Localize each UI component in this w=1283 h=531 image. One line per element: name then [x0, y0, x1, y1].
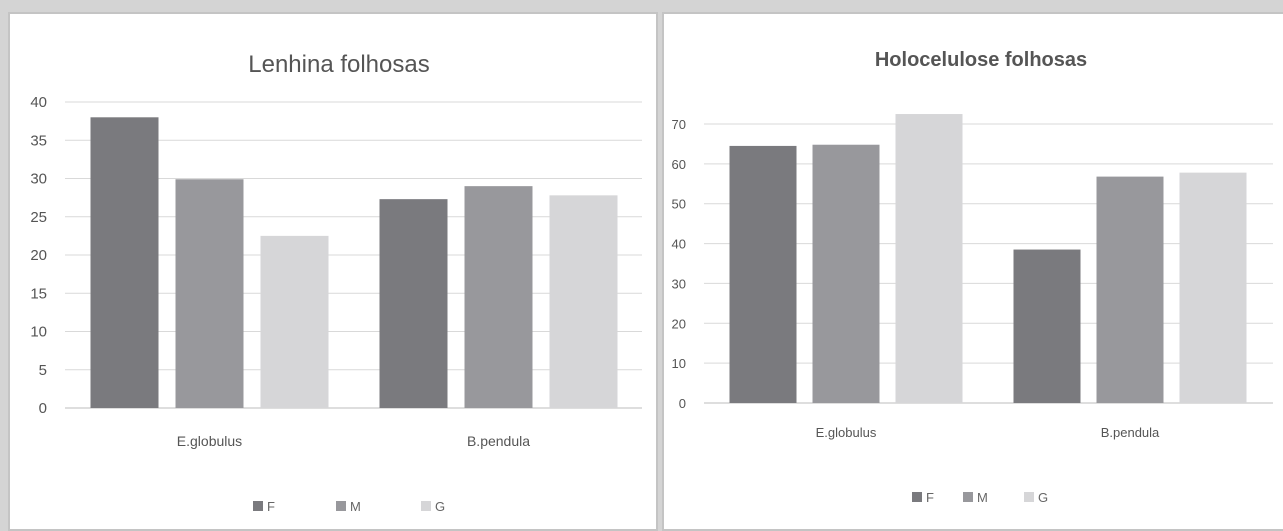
legend-swatch — [336, 501, 346, 511]
y-tick-label: 20 — [30, 247, 47, 264]
x-category-label: E.globulus — [816, 425, 877, 440]
legend-swatch — [253, 501, 263, 511]
bar — [90, 117, 159, 409]
y-tick-label: 40 — [30, 94, 47, 111]
y-tick-label: 35 — [30, 132, 47, 149]
y-tick-label: 0 — [679, 396, 686, 411]
x-category-label: B.pendula — [467, 433, 530, 449]
legend-label: F — [926, 490, 934, 505]
y-tick-label: 0 — [39, 400, 47, 417]
bar — [812, 144, 880, 403]
y-tick-label: 25 — [30, 209, 47, 226]
bar — [549, 195, 618, 408]
holocelulose-chart: Holocelulose folhosas 0 10 20 30 40 50 60 70 E.g… — [672, 49, 1273, 505]
y-tick-label: 5 — [39, 362, 47, 379]
bar — [729, 145, 797, 403]
bar — [1096, 176, 1164, 403]
legend-swatch — [912, 492, 922, 502]
legend-label: M — [350, 499, 361, 514]
legend-swatch — [1024, 492, 1034, 502]
legend-swatch — [963, 492, 973, 502]
y-tick-label: 50 — [672, 197, 686, 212]
y-tick-label: 15 — [30, 285, 47, 302]
y-tick-label: 10 — [672, 356, 686, 371]
legend-swatch — [421, 501, 431, 511]
y-tick-label: 40 — [672, 237, 686, 252]
lenhina-chart: Lenhina folhosas 0 5 10 15 20 25 30 35 40 E.globu… — [30, 51, 642, 514]
legend-label: F — [267, 499, 275, 514]
bar — [1179, 172, 1247, 403]
chart-title: Lenhina folhosas — [248, 51, 429, 78]
holocelulose-chart-panel: Holocelulose folhosas 0 10 20 30 40 50 60 70 E.g… — [662, 12, 1283, 531]
legend-label: G — [1038, 490, 1048, 505]
bar — [895, 114, 963, 404]
y-tick-label: 70 — [672, 117, 686, 132]
y-tick-label: 30 — [30, 171, 47, 188]
bar — [464, 186, 533, 408]
y-tick-label: 60 — [672, 157, 686, 172]
bar — [379, 199, 448, 408]
chart-title: Holocelulose folhosas — [875, 49, 1087, 71]
y-tick-label: 30 — [672, 276, 686, 291]
x-category-label: B.pendula — [1101, 425, 1160, 440]
x-category-label: E.globulus — [177, 433, 242, 449]
bar — [260, 235, 329, 408]
lenhina-chart-panel: Lenhina folhosas 0 5 10 15 20 25 30 35 40 E.globu… — [8, 12, 658, 531]
y-tick-label: 20 — [672, 316, 686, 331]
y-tick-label: 10 — [30, 324, 47, 341]
legend-label: M — [977, 490, 988, 505]
legend-label: G — [435, 499, 445, 514]
bar — [1013, 249, 1081, 403]
bar — [175, 179, 244, 408]
